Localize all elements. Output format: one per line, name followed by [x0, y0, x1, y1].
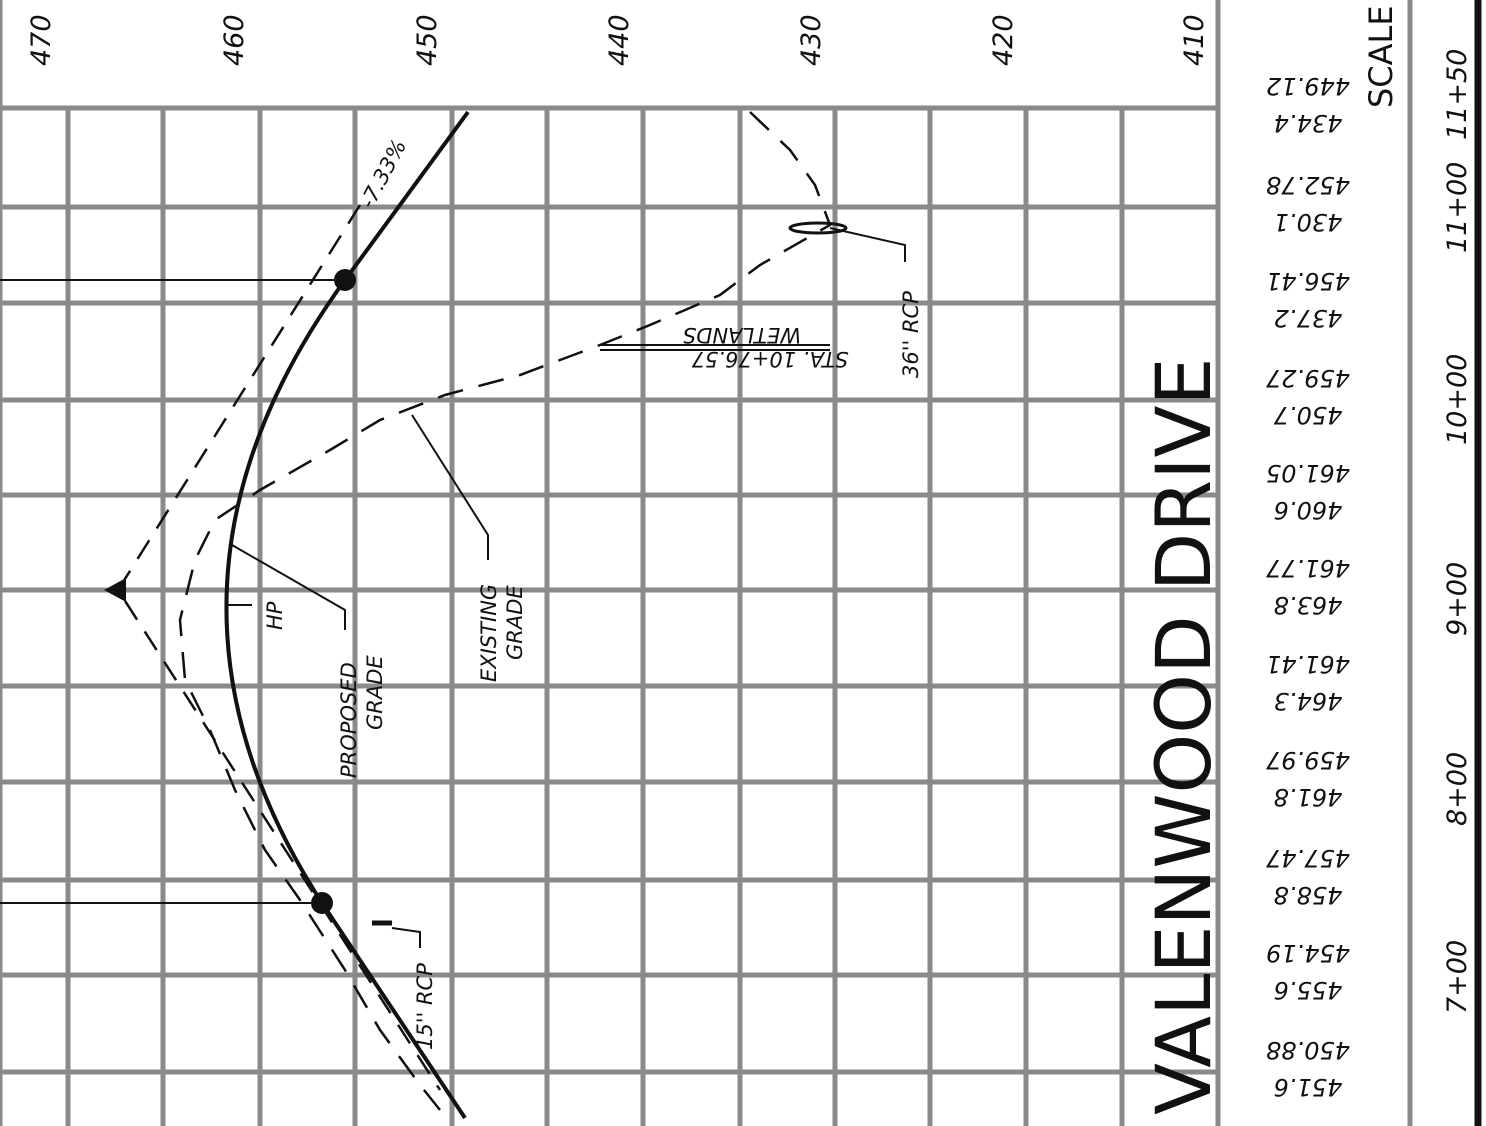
existing-grade-label-2: GRADE [503, 585, 527, 660]
station-label: 11+50 [1442, 49, 1473, 140]
elevation-label: 410 [1179, 14, 1210, 66]
proposed-grade-label-2: GRADE [363, 655, 387, 730]
elevation-axis: 470 460 450 440 430 420 410 [26, 14, 1210, 66]
proposed-elevation-value: 437.2 [1274, 304, 1343, 332]
vertical-curve-tangents [116, 204, 442, 1091]
station-label: 10+00 [1442, 354, 1473, 445]
elevation-label: 460 [219, 14, 250, 66]
proposed-elevation-value: 460.6 [1274, 496, 1343, 524]
proposed-elevation-value: 434.4 [1274, 109, 1343, 137]
elevation-label: 470 [26, 14, 57, 66]
proposed-elevation-value: 451.6 [1274, 1073, 1343, 1101]
proposed-grade-line [224, 110, 470, 1120]
existing-elevation-value: 461.05 [1266, 459, 1350, 487]
grade-values-column: 449.12 434.4 452.78 430.1 456.41 437.2 459.27 4… [1265, 72, 1350, 1101]
proposed-elevation-value: 430.1 [1274, 208, 1343, 236]
existing-elevation-value: 454.19 [1266, 939, 1350, 967]
proposed-grade-label-1: PROPOSED [337, 662, 361, 778]
station-label: 7+00 [1442, 940, 1473, 1014]
existing-elevation-value: 452.78 [1266, 171, 1350, 199]
existing-elevation-value: 457.47 [1265, 844, 1350, 872]
annotation-leaders [226, 414, 489, 630]
pipe-36-label: 36'' RCP [899, 291, 923, 378]
culvert-15 [372, 920, 421, 948]
proposed-elevation-value: 458.8 [1274, 881, 1343, 909]
elevation-label: 440 [604, 14, 635, 66]
proposed-elevation-value: 464.3 [1274, 687, 1343, 715]
station-axis: 11+00 11+50 10+00 9+00 8+00 7+00 [1442, 49, 1473, 1014]
existing-elevation-value: 450.88 [1266, 1036, 1350, 1064]
existing-grade-line [178, 111, 832, 1111]
culvert-36 [788, 221, 906, 262]
proposed-elevation-value: 463.8 [1274, 591, 1343, 619]
elevation-label: 420 [988, 14, 1019, 66]
proposed-elevation-value: 461.8 [1274, 783, 1343, 811]
scale-label: SCALE [1362, 5, 1400, 108]
wetlands-station-label: STA. 10+76.57 [691, 347, 848, 371]
existing-elevation-value: 461.77 [1265, 554, 1350, 582]
existing-elevation-value: 459.27 [1265, 364, 1350, 392]
profile-grid [0, 105, 1218, 1126]
existing-grade-label-1: EXISTING [477, 584, 501, 682]
station-label: 8+00 [1442, 752, 1473, 826]
existing-elevation-value: 459.97 [1265, 746, 1350, 774]
proposed-elevation-value: 450.7 [1273, 401, 1342, 429]
station-label: 9+00 [1442, 562, 1473, 636]
elevation-label: 430 [796, 14, 827, 66]
profile-title: VALENWOOD DRIVE [1139, 357, 1228, 1115]
wetlands-label: WETLANDS [683, 323, 801, 347]
station-label: 11+00 [1442, 162, 1473, 253]
existing-elevation-value: 461.41 [1266, 650, 1350, 678]
existing-elevation-value: 456.41 [1266, 267, 1350, 295]
existing-elevation-value: 449.12 [1266, 72, 1350, 100]
elevation-label: 450 [412, 14, 443, 66]
high-point-label: HP [263, 601, 287, 630]
wetlands-marker [600, 344, 830, 351]
pvi-marker [104, 578, 126, 602]
proposed-elevation-value: 455.6 [1274, 976, 1343, 1004]
pipe-15-label: 15'' RCP [413, 963, 437, 1050]
